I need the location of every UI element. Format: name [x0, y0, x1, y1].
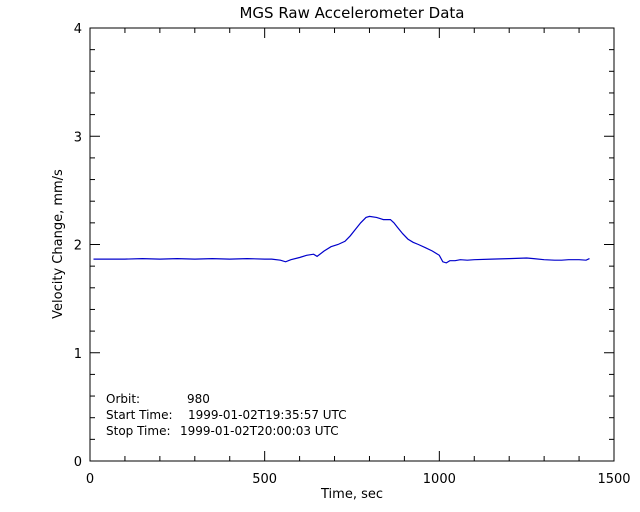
x-tick-label: 0	[86, 472, 94, 487]
annotation-orbit-value: 980	[187, 392, 210, 406]
x-tick-label: 1000	[423, 472, 456, 487]
orbit-annotation: Orbit: 980 Start Time: 1999-01-02T19:35:…	[106, 392, 347, 438]
x-tick-label: 1500	[597, 472, 630, 487]
series-line-0	[93, 215, 590, 264]
tick-labels: 0 500 1000 1500 0 1 2 3 4	[74, 22, 631, 487]
annotation-start-value: 1999-01-02T19:35:57 UTC	[188, 408, 347, 422]
y-tick-label: 2	[74, 239, 82, 254]
y-axis-label: Velocity Change, mm/s	[51, 169, 66, 319]
annotation-stop-value: 1999-01-02T20:00:03 UTC	[180, 424, 339, 438]
axis-ticks	[89, 27, 615, 462]
x-axis-label: Time, sec	[320, 487, 383, 502]
series-layer	[93, 215, 590, 264]
y-tick-label: 1	[74, 347, 82, 362]
annotation-stop-label: Stop Time:	[106, 424, 171, 438]
x-tick-label: 500	[252, 472, 277, 487]
annotation-orbit-label: Orbit:	[106, 392, 140, 406]
chart-title: MGS Raw Accelerometer Data	[239, 4, 464, 22]
y-tick-label: 3	[74, 130, 82, 145]
y-tick-label: 4	[74, 22, 82, 37]
annotation-start-label: Start Time:	[106, 408, 173, 422]
plot-frame	[89, 27, 615, 462]
y-tick-label: 0	[74, 455, 82, 470]
